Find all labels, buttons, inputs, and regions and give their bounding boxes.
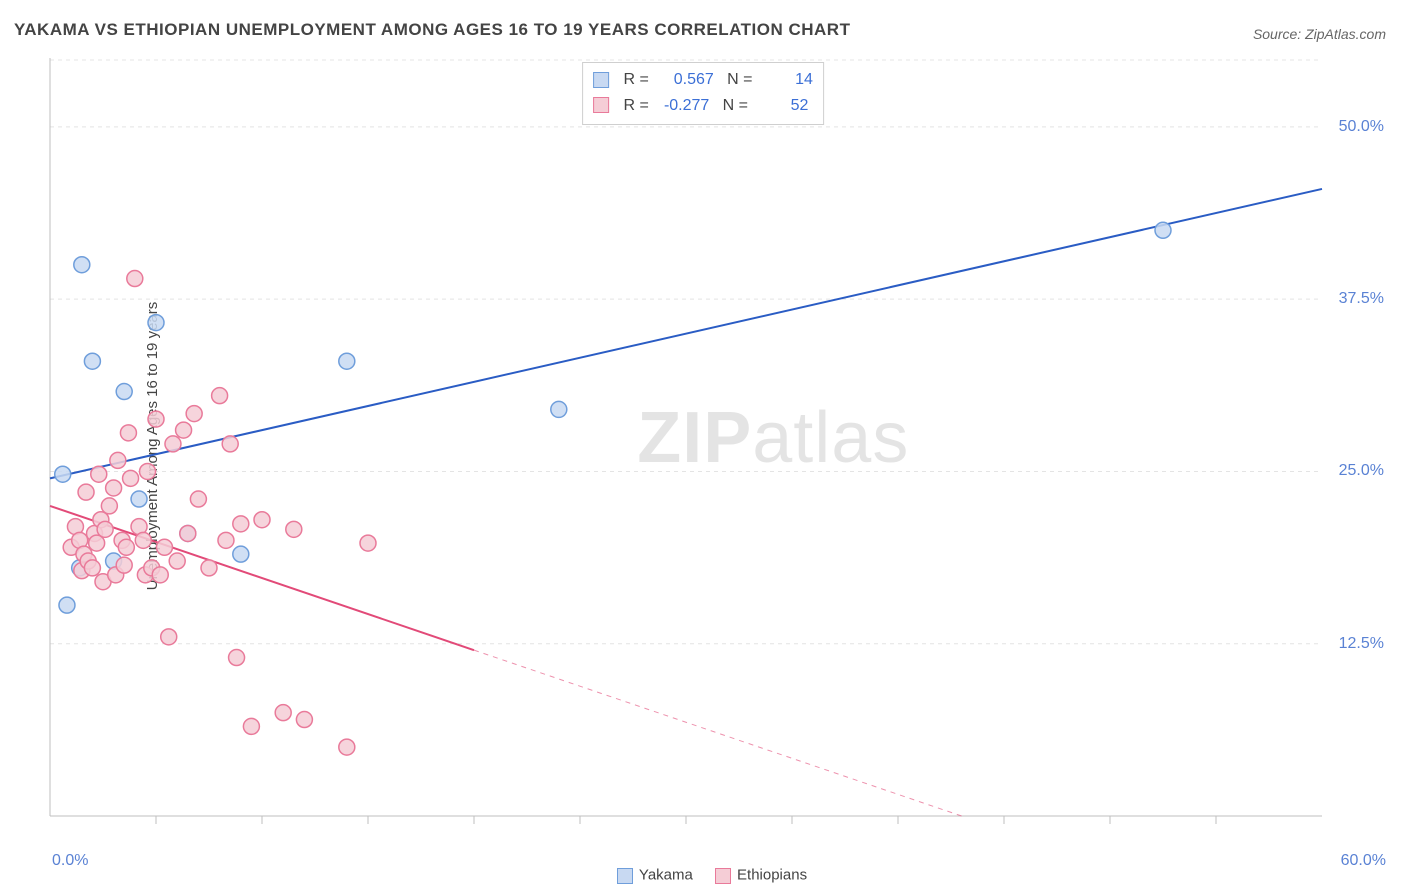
legend-label-ethiopians: Ethiopians xyxy=(737,867,807,884)
y-tick-label: 50.0% xyxy=(1339,118,1384,136)
legend-bottom: Yakama Ethiopians xyxy=(0,866,1406,884)
swatch-ethiopians xyxy=(593,97,609,113)
y-tick-label: 25.0% xyxy=(1339,462,1384,480)
chart-svg xyxy=(48,54,1392,844)
chart-title: YAKAMA VS ETHIOPIAN UNEMPLOYMENT AMONG A… xyxy=(14,20,850,40)
plot-area xyxy=(48,54,1392,844)
legend-label-yakama: Yakama xyxy=(639,867,693,884)
r-value-yakama: 0.567 xyxy=(658,67,714,93)
correlation-legend: R = 0.567 N = 14 R = -0.277 N = 52 xyxy=(582,62,824,125)
y-tick-label: 12.5% xyxy=(1339,635,1384,653)
r-value-ethiopians: -0.277 xyxy=(653,93,709,119)
y-tick-label: 37.5% xyxy=(1339,290,1384,308)
n-value-ethiopians: 52 xyxy=(752,93,808,119)
source-attribution: Source: ZipAtlas.com xyxy=(1253,26,1386,42)
correlation-row-yakama: R = 0.567 N = 14 xyxy=(593,67,813,93)
swatch-yakama xyxy=(593,72,609,88)
legend-swatch-ethiopians xyxy=(715,868,731,884)
n-value-yakama: 14 xyxy=(757,67,813,93)
legend-swatch-yakama xyxy=(617,868,633,884)
correlation-row-ethiopians: R = -0.277 N = 52 xyxy=(593,93,813,119)
